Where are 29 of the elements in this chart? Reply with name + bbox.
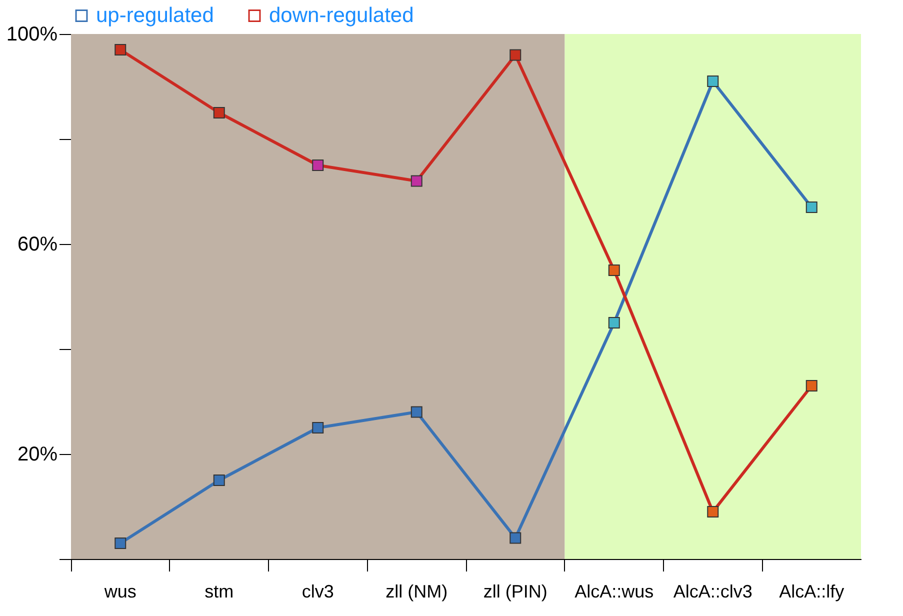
x-tick-label: stm — [204, 582, 234, 602]
point — [312, 160, 324, 171]
y-tick-label: 100% — [6, 24, 58, 46]
point — [312, 422, 324, 434]
legend-label: up-regulated — [96, 4, 214, 27]
point — [608, 317, 620, 328]
y-tick-label: 20% — [17, 444, 58, 466]
point — [114, 538, 126, 549]
x-tick-label: AlcA::wus — [574, 582, 654, 602]
x-tick-label: clv3 — [302, 582, 334, 602]
point — [707, 76, 719, 87]
legend-label: down-regulated — [269, 4, 414, 27]
point — [806, 202, 818, 213]
point — [608, 264, 620, 276]
x-tick-label: zll (PIN) — [483, 582, 548, 602]
point — [707, 506, 719, 518]
point — [510, 49, 522, 61]
point — [806, 380, 818, 392]
x-tick-label: AlcA::clv3 — [673, 582, 752, 602]
point — [410, 406, 422, 418]
point — [510, 532, 522, 544]
point — [213, 107, 225, 118]
point — [410, 175, 422, 187]
y-tick-label: 60% — [17, 234, 58, 256]
point — [114, 44, 126, 56]
x-tick-label: wus — [103, 582, 136, 602]
point — [213, 474, 225, 486]
x-tick-label: zll (NM) — [386, 582, 448, 602]
x-tick-label: AlcA::lfy — [779, 582, 844, 602]
